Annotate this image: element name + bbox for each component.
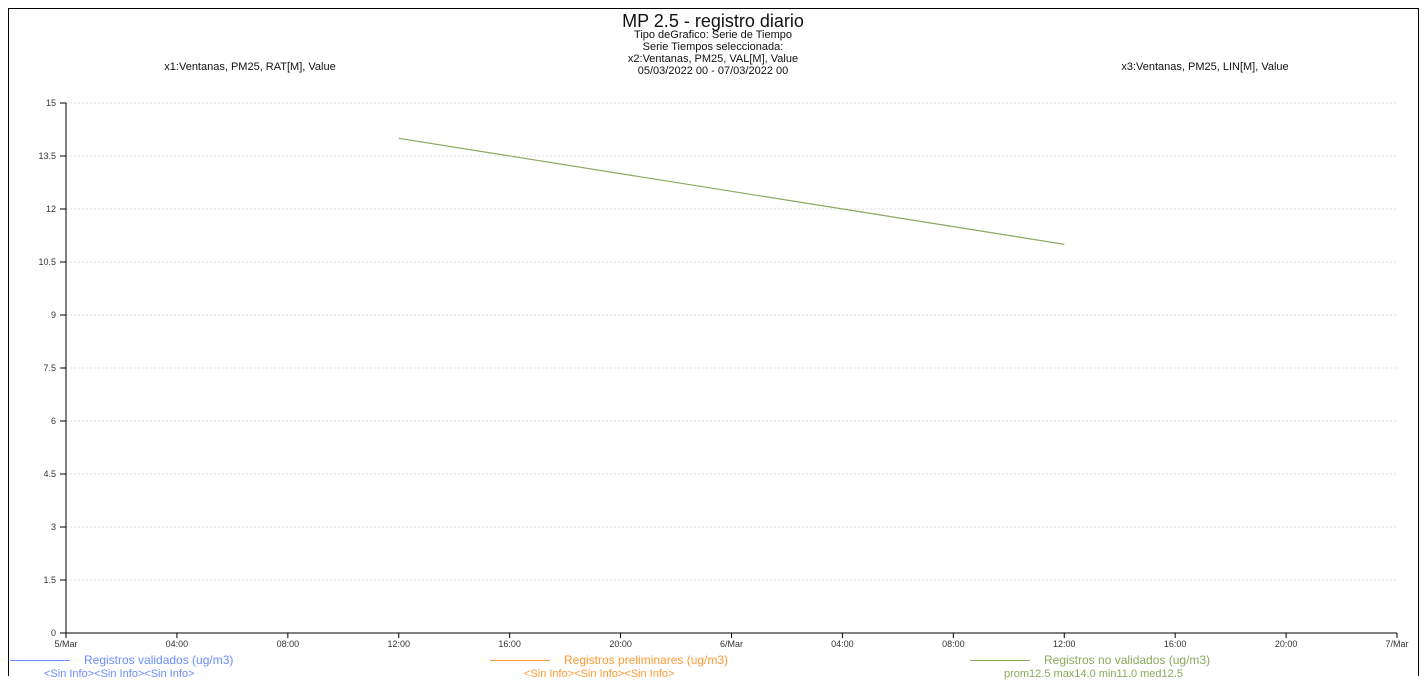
- y-tick-label: 9: [51, 310, 56, 320]
- x-tick-label: 12:00: [387, 639, 410, 649]
- x-tick-label: 04:00: [166, 639, 189, 649]
- x-tick-label: 20:00: [609, 639, 632, 649]
- legend-stats-no-validados: prom12.5 max14.0 min11.0 med12.5: [1004, 668, 1183, 680]
- chart-subtitle-type: Tipo deGrafico: Serie de Tiempo: [634, 29, 792, 41]
- legend-line-no-validados: [970, 660, 1030, 662]
- x-tick-label: 16:00: [1164, 639, 1187, 649]
- y-tick-label: 12: [46, 204, 56, 214]
- x-tick-label: 08:00: [942, 639, 965, 649]
- series-x3-label: x3:Ventanas, PM25, LIN[M], Value: [1121, 61, 1289, 73]
- legend-item-preliminares: Registros preliminares (ug/m3): [490, 653, 728, 667]
- legend-label-validados: Registros validados (ug/m3): [84, 653, 234, 667]
- x-tick-label: 04:00: [831, 639, 854, 649]
- y-tick-label: 4.5: [43, 469, 56, 479]
- y-tick-label: 15: [46, 98, 56, 108]
- legend-stats-validados: <Sin Info><Sin Info><Sin Info>: [44, 668, 195, 680]
- y-tick-label: 0: [51, 628, 56, 638]
- series-line-2: [398, 137, 1065, 245]
- series-x1-label: x1:Ventanas, PM25, RAT[M], Value: [164, 61, 336, 73]
- chart-subtitle-selected: Serie Tiempos seleccionada:: [642, 41, 784, 53]
- y-tick-label: 13.5: [38, 151, 56, 161]
- x-tick-label: 20:00: [1275, 639, 1298, 649]
- legend-label-preliminares: Registros preliminares (ug/m3): [564, 653, 729, 667]
- y-tick-label: 1.5: [43, 575, 56, 585]
- y-tick-label: 10.5: [38, 257, 56, 267]
- legend-line-validados: [10, 660, 70, 662]
- x-tick-label: 6/Mar: [720, 639, 743, 649]
- x-tick-label: 08:00: [277, 639, 300, 649]
- legend-stats-preliminares: <Sin Info><Sin Info><Sin Info>: [524, 668, 675, 680]
- legend-label-no-validados: Registros no validados (ug/m3): [1044, 653, 1211, 667]
- x-tick-label: 5/Mar: [54, 639, 77, 649]
- chart-frame: [8, 8, 1419, 676]
- legend-item-no-validados: Registros no validados (ug/m3): [970, 653, 1210, 667]
- series-x2-label: x2:Ventanas, PM25, VAL[M], Value: [627, 53, 799, 65]
- y-tick-label: 3: [51, 522, 56, 532]
- y-tick-label: 6: [51, 416, 56, 426]
- legend-item-validados: Registros validados (ug/m3): [10, 653, 233, 667]
- x-tick-label: 16:00: [498, 639, 521, 649]
- date-range: 05/03/2022 00 - 07/03/2022 00: [637, 65, 789, 77]
- legend-line-preliminares: [490, 660, 550, 662]
- x-tick-label: 7/Mar: [1385, 639, 1408, 649]
- x-tick-label: 12:00: [1053, 639, 1076, 649]
- y-tick-label: 7.5: [43, 363, 56, 373]
- chart-title: MP 2.5 - registro diario: [622, 11, 804, 31]
